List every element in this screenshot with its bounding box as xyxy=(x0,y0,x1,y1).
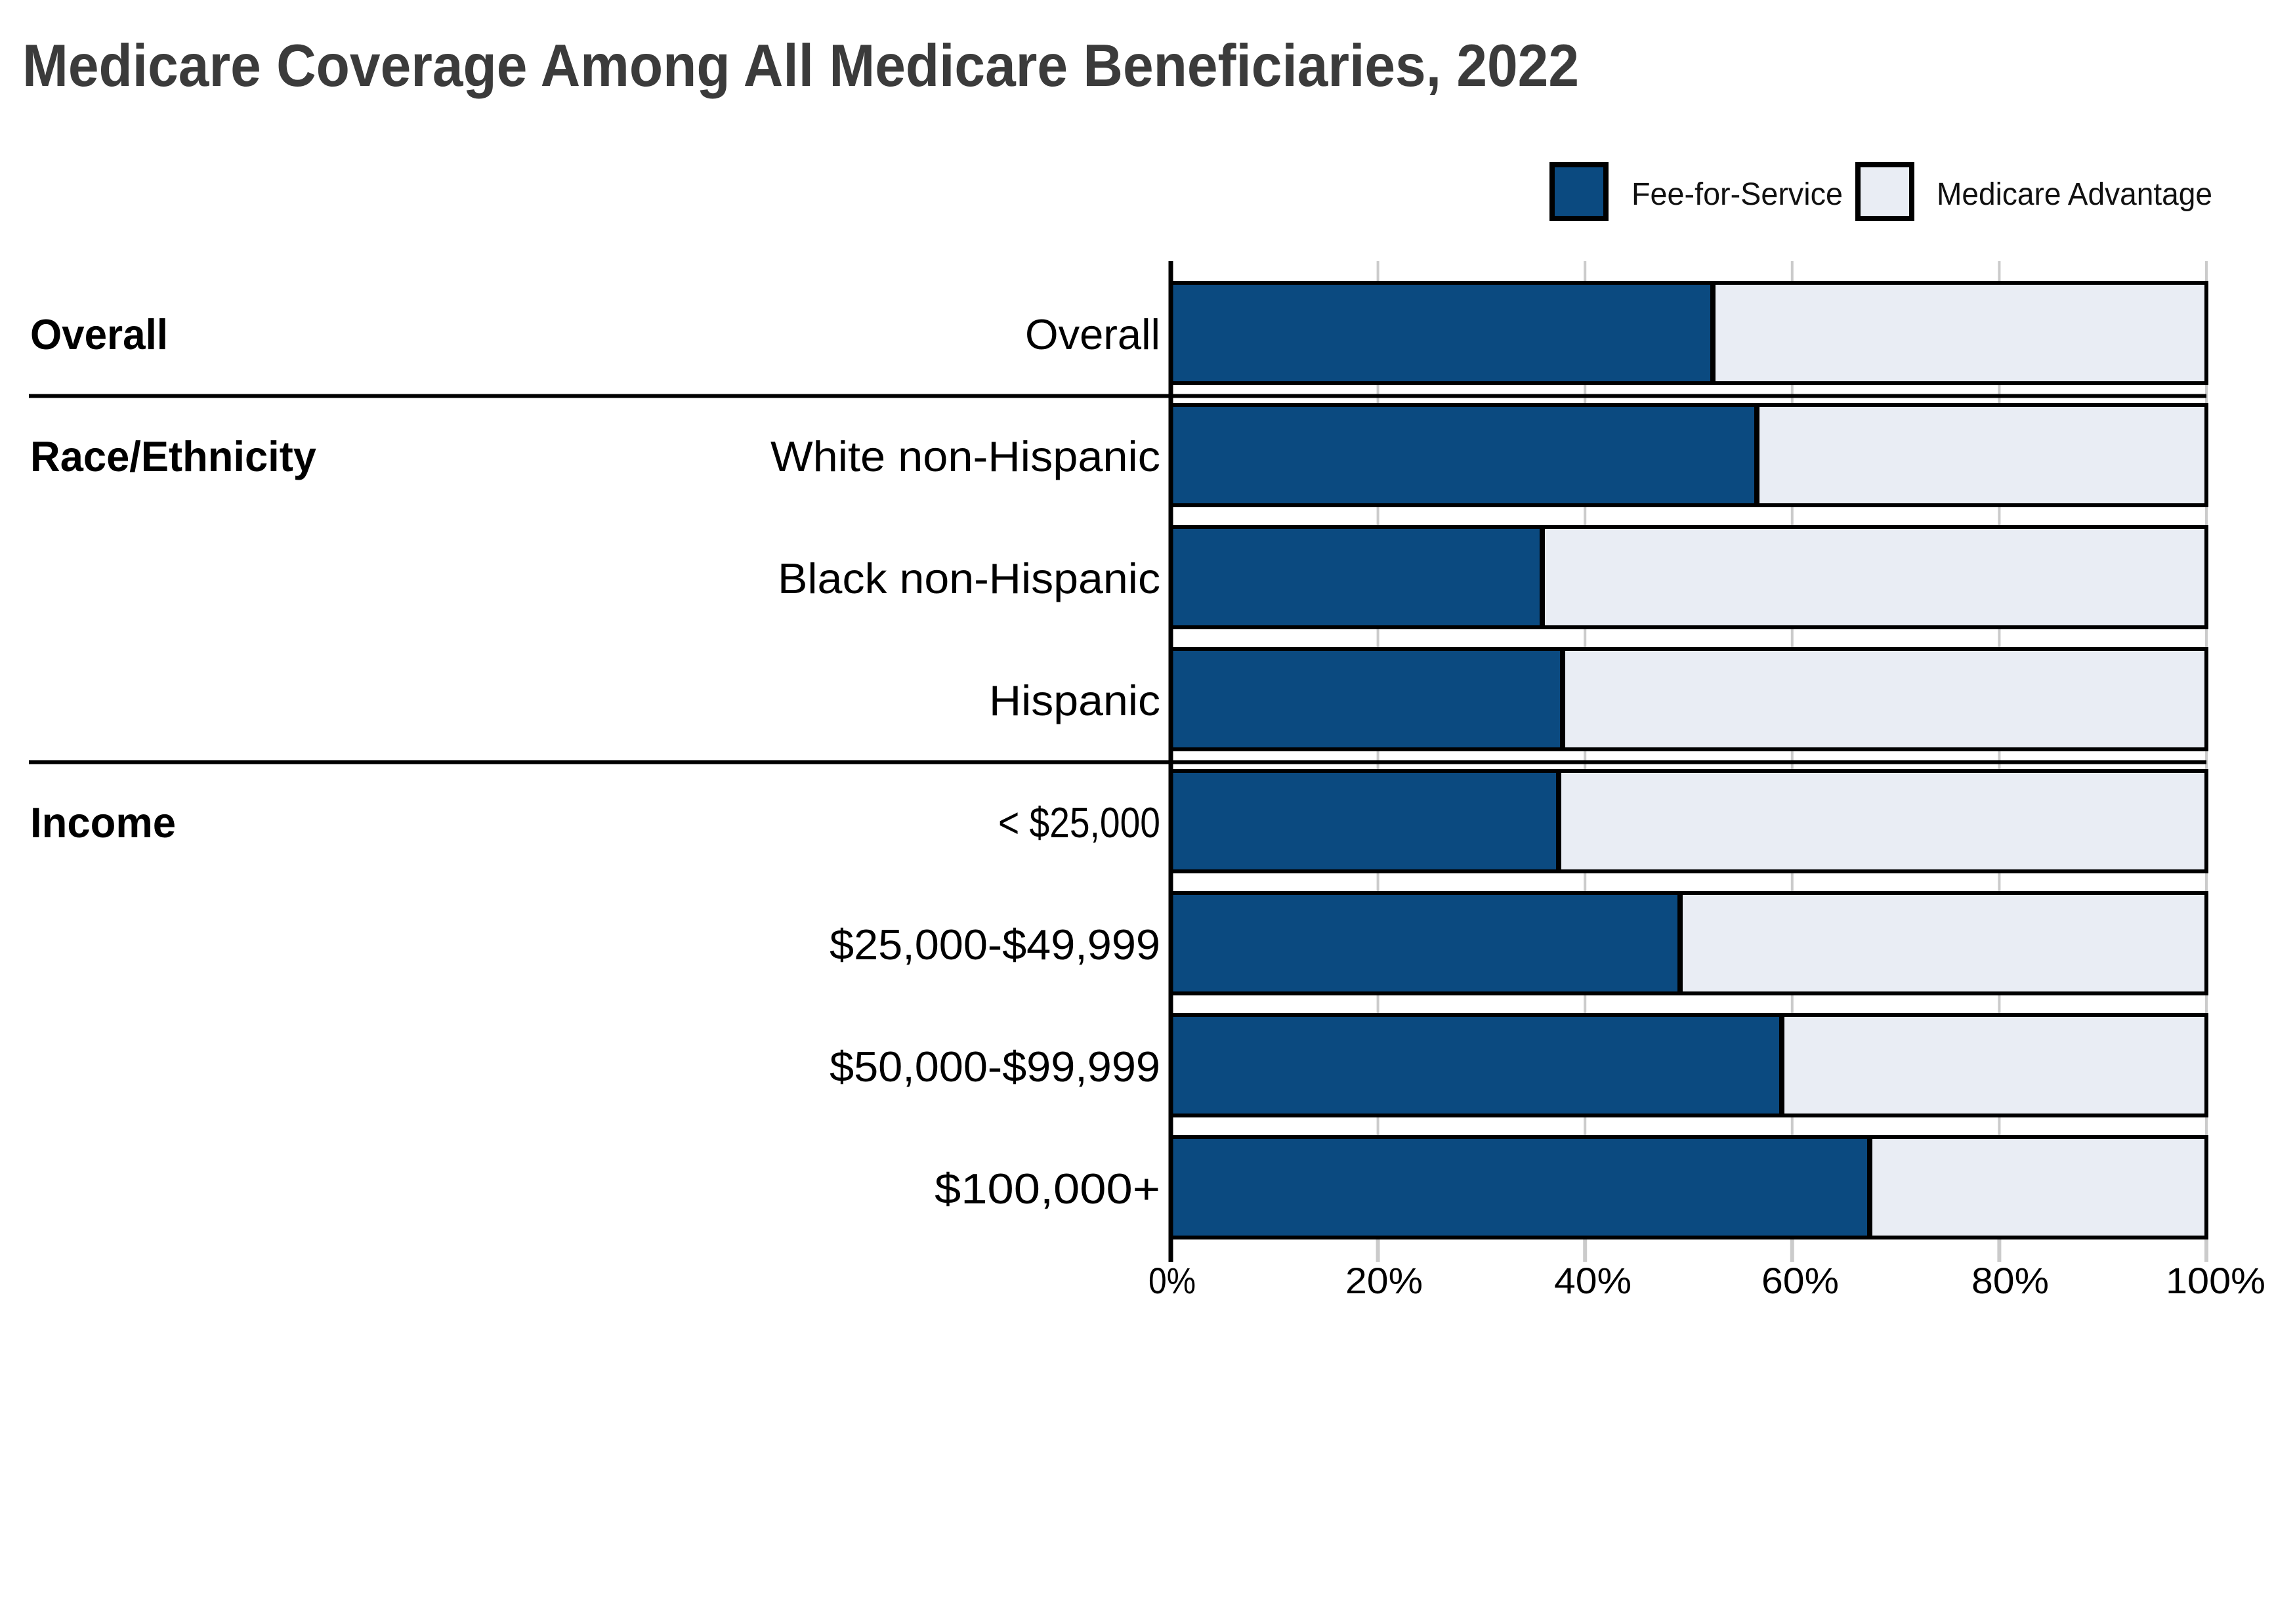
svg-text:$100,000+: $100,000+ xyxy=(935,1165,1160,1213)
svg-text:0%: 0% xyxy=(1148,1260,1196,1301)
svg-text:Medicare Advantage: Medicare Advantage xyxy=(1937,177,2212,212)
svg-text:Medicare Coverage Among All Me: Medicare Coverage Among All Medicare Ben… xyxy=(22,33,1579,99)
svg-text:Race/Ethnicity: Race/Ethnicity xyxy=(30,432,316,480)
svg-text:80%: 80% xyxy=(1971,1260,2049,1301)
svg-text:Hispanic: Hispanic xyxy=(989,677,1160,724)
svg-text:60%: 60% xyxy=(1761,1260,1839,1301)
svg-text:100%: 100% xyxy=(2166,1260,2265,1301)
svg-text:$50,000-$99,999: $50,000-$99,999 xyxy=(830,1043,1160,1091)
svg-text:40%: 40% xyxy=(1554,1260,1632,1301)
svg-text:Overall: Overall xyxy=(30,310,168,358)
svg-text:< $25,000: < $25,000 xyxy=(998,799,1160,846)
svg-text:$25,000-$49,999: $25,000-$49,999 xyxy=(830,921,1160,968)
svg-text:White non-Hispanic: White non-Hispanic xyxy=(770,432,1160,480)
svg-text:20%: 20% xyxy=(1345,1260,1423,1301)
svg-text:Fee-for-Service: Fee-for-Service xyxy=(1632,177,1843,212)
svg-text:Income: Income xyxy=(30,799,176,846)
svg-text:Black non-Hispanic: Black non-Hispanic xyxy=(778,554,1160,602)
svg-text:Overall: Overall xyxy=(1025,310,1160,358)
